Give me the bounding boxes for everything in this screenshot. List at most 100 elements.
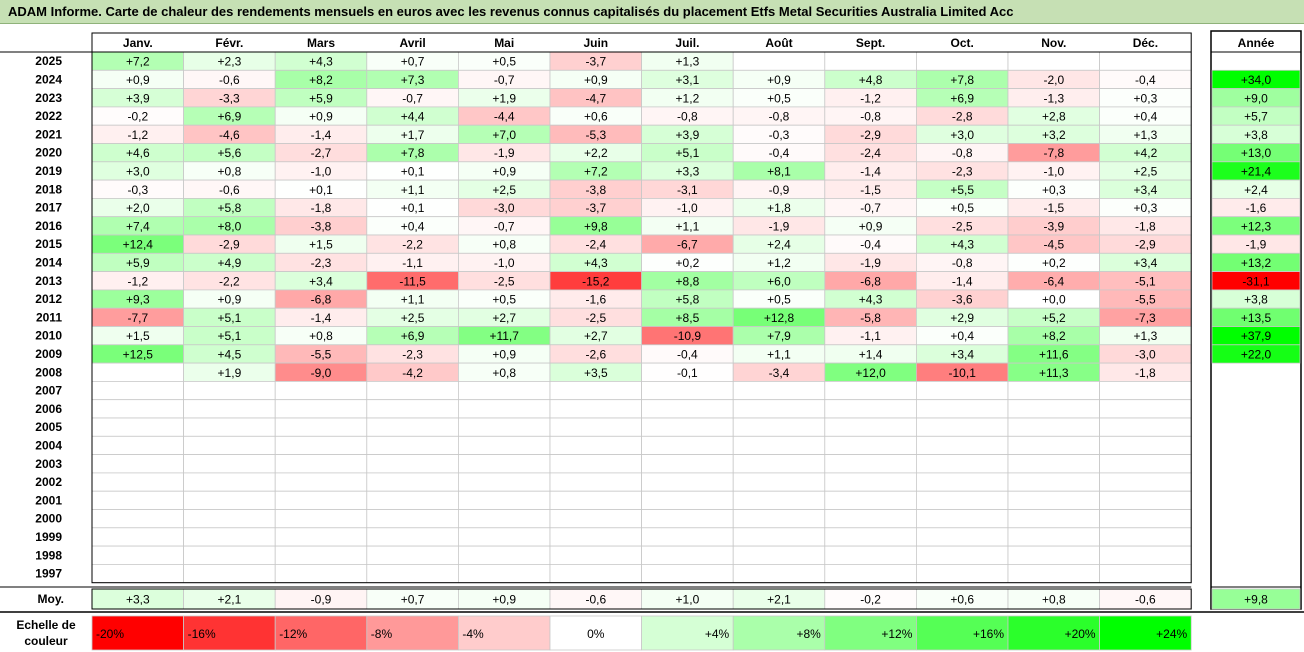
- scale-swatch-label: +16%: [973, 627, 1004, 641]
- heat-cell-value: -3,8: [585, 183, 606, 197]
- heat-cell: [732, 417, 826, 437]
- heat-cell: [457, 545, 551, 565]
- heat-cell-value: +1,1: [676, 219, 700, 233]
- heat-cell: [732, 509, 826, 529]
- year-label-2024: 2024: [35, 72, 62, 86]
- heat-cell-value: -3,4: [769, 366, 790, 380]
- heat-cell-value: -4,6: [219, 128, 240, 142]
- title-bar: ADAM Informe. Carte de chaleur des rende…: [0, 0, 1304, 24]
- heat-cell: [366, 380, 459, 401]
- scale-swatch: [824, 615, 917, 651]
- avg-cell-value: -0,6: [585, 593, 606, 607]
- year-cell-value: +3,8: [1244, 128, 1268, 142]
- scale-swatch-label: +4%: [705, 627, 730, 641]
- scale-swatch: [916, 615, 1009, 651]
- month-header-12: Déc.: [1133, 36, 1158, 50]
- heat-cell-value: +2,3: [218, 55, 242, 69]
- scale-swatch-label: -4%: [462, 627, 484, 641]
- heat-cell-value: +4,4: [401, 110, 425, 124]
- heat-cell: [274, 509, 368, 529]
- heat-cell-value: +0,1: [401, 164, 425, 178]
- heat-cell: [1007, 399, 1100, 419]
- avg-cell-value: -0,9: [311, 593, 332, 607]
- heat-cell: [1099, 545, 1192, 565]
- heat-cell-value: -6,7: [677, 238, 698, 252]
- heat-cell-value: +3,0: [126, 164, 150, 178]
- heat-cell: [916, 435, 1009, 455]
- heat-cell-value: -2,0: [1043, 73, 1064, 87]
- heat-cell-value: -2,5: [585, 311, 606, 325]
- avg-year-cell: [1211, 588, 1301, 610]
- heat-cell-value: +0,2: [676, 256, 700, 270]
- heat-cell-value: +8,5: [676, 311, 700, 325]
- year-label-2015: 2015: [35, 237, 62, 251]
- heat-cell-value: +11,6: [1039, 347, 1069, 361]
- heat-cell-value: +4,2: [1134, 146, 1158, 160]
- heat-cell-value: -0,8: [952, 146, 973, 160]
- heat-cell: [274, 417, 368, 437]
- heat-cell-value: -1,5: [860, 183, 881, 197]
- heat-cell: [824, 527, 917, 547]
- heat-cell: [824, 564, 917, 584]
- avg-cell-value: -0,2: [860, 593, 881, 607]
- heat-cell-value: +1,8: [767, 201, 791, 215]
- heat-cell-value: -0,3: [127, 183, 148, 197]
- heat-cell-value: -1,5: [1043, 201, 1064, 215]
- grid-frame: [91, 32, 1192, 584]
- avg-frame: [91, 588, 1192, 610]
- year-label-2016: 2016: [35, 219, 62, 233]
- heat-cell-value: +5,1: [676, 146, 700, 160]
- heat-cell-value: +3,9: [126, 91, 150, 105]
- heat-cell-value: -6,8: [311, 293, 332, 307]
- heat-cell-value: +6,9: [218, 110, 242, 124]
- heat-cell: [1099, 564, 1192, 584]
- heat-cell-value: +3,3: [676, 164, 700, 178]
- heat-cell-value: -3,6: [952, 293, 973, 307]
- heat-cell: [549, 380, 642, 401]
- avg-cell-value: +3,3: [126, 593, 150, 607]
- heat-cell-value: +5,9: [126, 256, 150, 270]
- scale-swatch: [457, 615, 551, 651]
- heat-cell-value: -2,7: [311, 146, 332, 160]
- heat-cell: [366, 509, 459, 529]
- heat-cell: [824, 399, 917, 419]
- heat-cell: [91, 435, 184, 455]
- heat-cell: [1099, 527, 1192, 547]
- heat-cell-value: +5,2: [1042, 311, 1066, 325]
- heat-cell: [183, 435, 276, 455]
- scale-label-line1: Echelle de: [16, 618, 76, 632]
- heat-cell-value: +4,3: [859, 293, 883, 307]
- year-label-2019: 2019: [35, 164, 62, 178]
- heat-cell-value: +0,3: [1042, 183, 1066, 197]
- heat-cell: [274, 490, 368, 510]
- scale-swatch-label: -8%: [371, 627, 393, 641]
- heat-cell: [916, 454, 1009, 474]
- year-label-2013: 2013: [35, 274, 62, 288]
- month-header-6: Juin: [583, 36, 608, 50]
- heat-cell: [91, 490, 184, 510]
- heat-cell-value: +0,9: [767, 73, 791, 87]
- heat-cell-value: -11,5: [399, 274, 426, 288]
- heat-cell-value: -6,8: [860, 274, 881, 288]
- heat-cell-value: -2,3: [311, 256, 332, 270]
- scale-swatch-label: 0%: [587, 627, 605, 641]
- heat-cell: [824, 435, 917, 455]
- heat-cell-value: +0,8: [218, 164, 242, 178]
- avg-cell-value: +2,1: [767, 593, 791, 607]
- year-label-1999: 1999: [35, 530, 62, 544]
- scale-swatch: [732, 615, 826, 651]
- year-cell-value: -1,9: [1246, 238, 1267, 252]
- heat-cell: [274, 454, 368, 474]
- heat-cell: [916, 472, 1009, 492]
- heat-cell-value: -15,2: [582, 274, 610, 288]
- heat-cell: [916, 490, 1009, 510]
- heat-cell: [824, 509, 917, 529]
- year-cell-value: +12,3: [1241, 219, 1272, 233]
- scale-swatch: [549, 615, 642, 651]
- heat-cell: [366, 490, 459, 510]
- scale-swatch-label: +8%: [796, 627, 821, 641]
- heat-cell: [1099, 509, 1192, 529]
- heat-cell-value: -0,8: [677, 110, 698, 124]
- year-label-2000: 2000: [35, 512, 62, 526]
- heat-cell-value: +5,1: [218, 329, 242, 343]
